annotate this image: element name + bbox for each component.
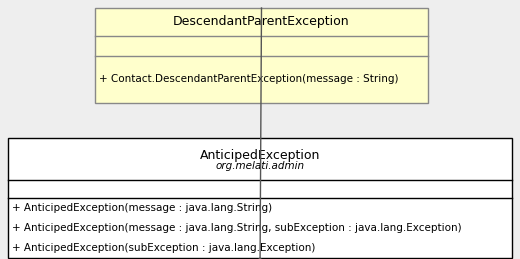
Text: DescendantParentException: DescendantParentException xyxy=(173,16,350,28)
Text: + AnticipedException(message : java.lang.String, subException : java.lang.Except: + AnticipedException(message : java.lang… xyxy=(12,223,462,233)
Text: org.melati.admin: org.melati.admin xyxy=(215,161,305,171)
Text: + AnticipedException(subException : java.lang.Exception): + AnticipedException(subException : java… xyxy=(12,243,315,253)
Text: + AnticipedException(message : java.lang.String): + AnticipedException(message : java.lang… xyxy=(12,203,272,213)
Bar xyxy=(8,138,512,258)
Text: AnticipedException: AnticipedException xyxy=(200,148,320,162)
Text: + Contact.DescendantParentException(message : String): + Contact.DescendantParentException(mess… xyxy=(99,75,398,84)
Bar xyxy=(95,8,428,103)
Polygon shape xyxy=(248,258,272,259)
